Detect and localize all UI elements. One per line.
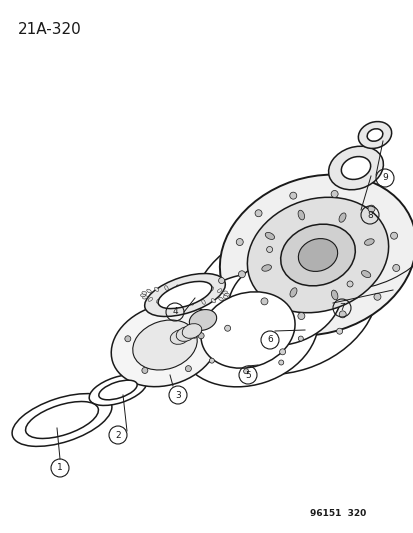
Circle shape [236, 239, 243, 246]
Circle shape [198, 333, 204, 339]
Ellipse shape [218, 297, 223, 301]
Ellipse shape [111, 303, 218, 386]
Ellipse shape [297, 210, 304, 220]
Circle shape [243, 369, 248, 374]
Ellipse shape [223, 295, 228, 298]
Ellipse shape [178, 300, 181, 305]
Text: 2: 2 [115, 431, 121, 440]
Text: 96151  320: 96151 320 [309, 509, 366, 518]
Circle shape [254, 210, 261, 217]
Text: 9: 9 [381, 174, 387, 182]
Text: 8: 8 [366, 211, 372, 220]
Circle shape [266, 246, 272, 253]
Ellipse shape [26, 401, 98, 439]
Ellipse shape [176, 327, 195, 341]
Ellipse shape [142, 296, 147, 299]
Circle shape [373, 293, 380, 300]
Circle shape [330, 190, 337, 197]
Ellipse shape [158, 281, 211, 309]
Ellipse shape [361, 271, 370, 278]
Ellipse shape [228, 254, 341, 345]
Circle shape [279, 349, 285, 355]
Circle shape [367, 205, 374, 212]
Ellipse shape [363, 239, 373, 245]
Ellipse shape [298, 239, 337, 271]
Ellipse shape [331, 290, 337, 300]
Circle shape [298, 336, 303, 341]
Ellipse shape [89, 375, 147, 406]
Ellipse shape [338, 213, 345, 222]
Ellipse shape [199, 286, 202, 290]
Circle shape [336, 328, 342, 334]
Ellipse shape [177, 273, 318, 387]
Ellipse shape [12, 393, 112, 446]
Ellipse shape [358, 122, 391, 148]
Ellipse shape [166, 300, 170, 304]
Ellipse shape [209, 287, 213, 291]
Ellipse shape [217, 289, 221, 293]
Ellipse shape [192, 225, 377, 375]
Ellipse shape [140, 294, 145, 297]
Ellipse shape [148, 297, 152, 301]
Circle shape [192, 333, 197, 338]
Ellipse shape [340, 157, 370, 180]
Circle shape [297, 312, 304, 320]
Circle shape [238, 271, 245, 278]
Circle shape [338, 311, 345, 318]
Ellipse shape [222, 291, 227, 294]
Ellipse shape [99, 380, 137, 400]
Circle shape [392, 264, 399, 271]
Ellipse shape [328, 146, 382, 190]
Text: 4: 4 [172, 308, 177, 317]
Circle shape [224, 325, 230, 331]
Ellipse shape [211, 298, 215, 303]
Ellipse shape [190, 300, 193, 305]
Circle shape [218, 278, 224, 284]
Circle shape [278, 360, 283, 365]
Circle shape [209, 358, 214, 363]
Ellipse shape [201, 300, 205, 304]
Ellipse shape [164, 286, 168, 290]
Text: 3: 3 [175, 391, 180, 400]
Circle shape [346, 281, 352, 287]
Text: 7: 7 [338, 303, 344, 312]
Ellipse shape [133, 320, 197, 370]
Text: 5: 5 [244, 370, 250, 379]
Ellipse shape [224, 293, 229, 296]
Ellipse shape [176, 285, 179, 290]
Ellipse shape [170, 329, 189, 344]
Ellipse shape [188, 285, 191, 290]
Ellipse shape [189, 310, 216, 330]
Circle shape [125, 336, 131, 342]
Circle shape [289, 192, 296, 199]
Ellipse shape [366, 129, 382, 141]
Text: 21A-320: 21A-320 [18, 22, 81, 37]
Ellipse shape [219, 175, 413, 335]
Ellipse shape [144, 273, 225, 317]
Circle shape [260, 298, 267, 305]
Ellipse shape [146, 289, 151, 293]
Ellipse shape [200, 292, 294, 368]
Ellipse shape [182, 324, 201, 338]
Ellipse shape [261, 265, 271, 271]
Ellipse shape [280, 224, 354, 286]
Ellipse shape [156, 299, 160, 303]
Ellipse shape [154, 287, 158, 292]
Ellipse shape [265, 232, 274, 239]
Text: 1: 1 [57, 464, 63, 472]
Circle shape [142, 367, 147, 374]
Circle shape [185, 366, 191, 372]
Ellipse shape [247, 197, 388, 313]
Ellipse shape [142, 292, 147, 295]
Ellipse shape [289, 288, 296, 297]
Text: 6: 6 [266, 335, 272, 344]
Circle shape [389, 232, 396, 239]
